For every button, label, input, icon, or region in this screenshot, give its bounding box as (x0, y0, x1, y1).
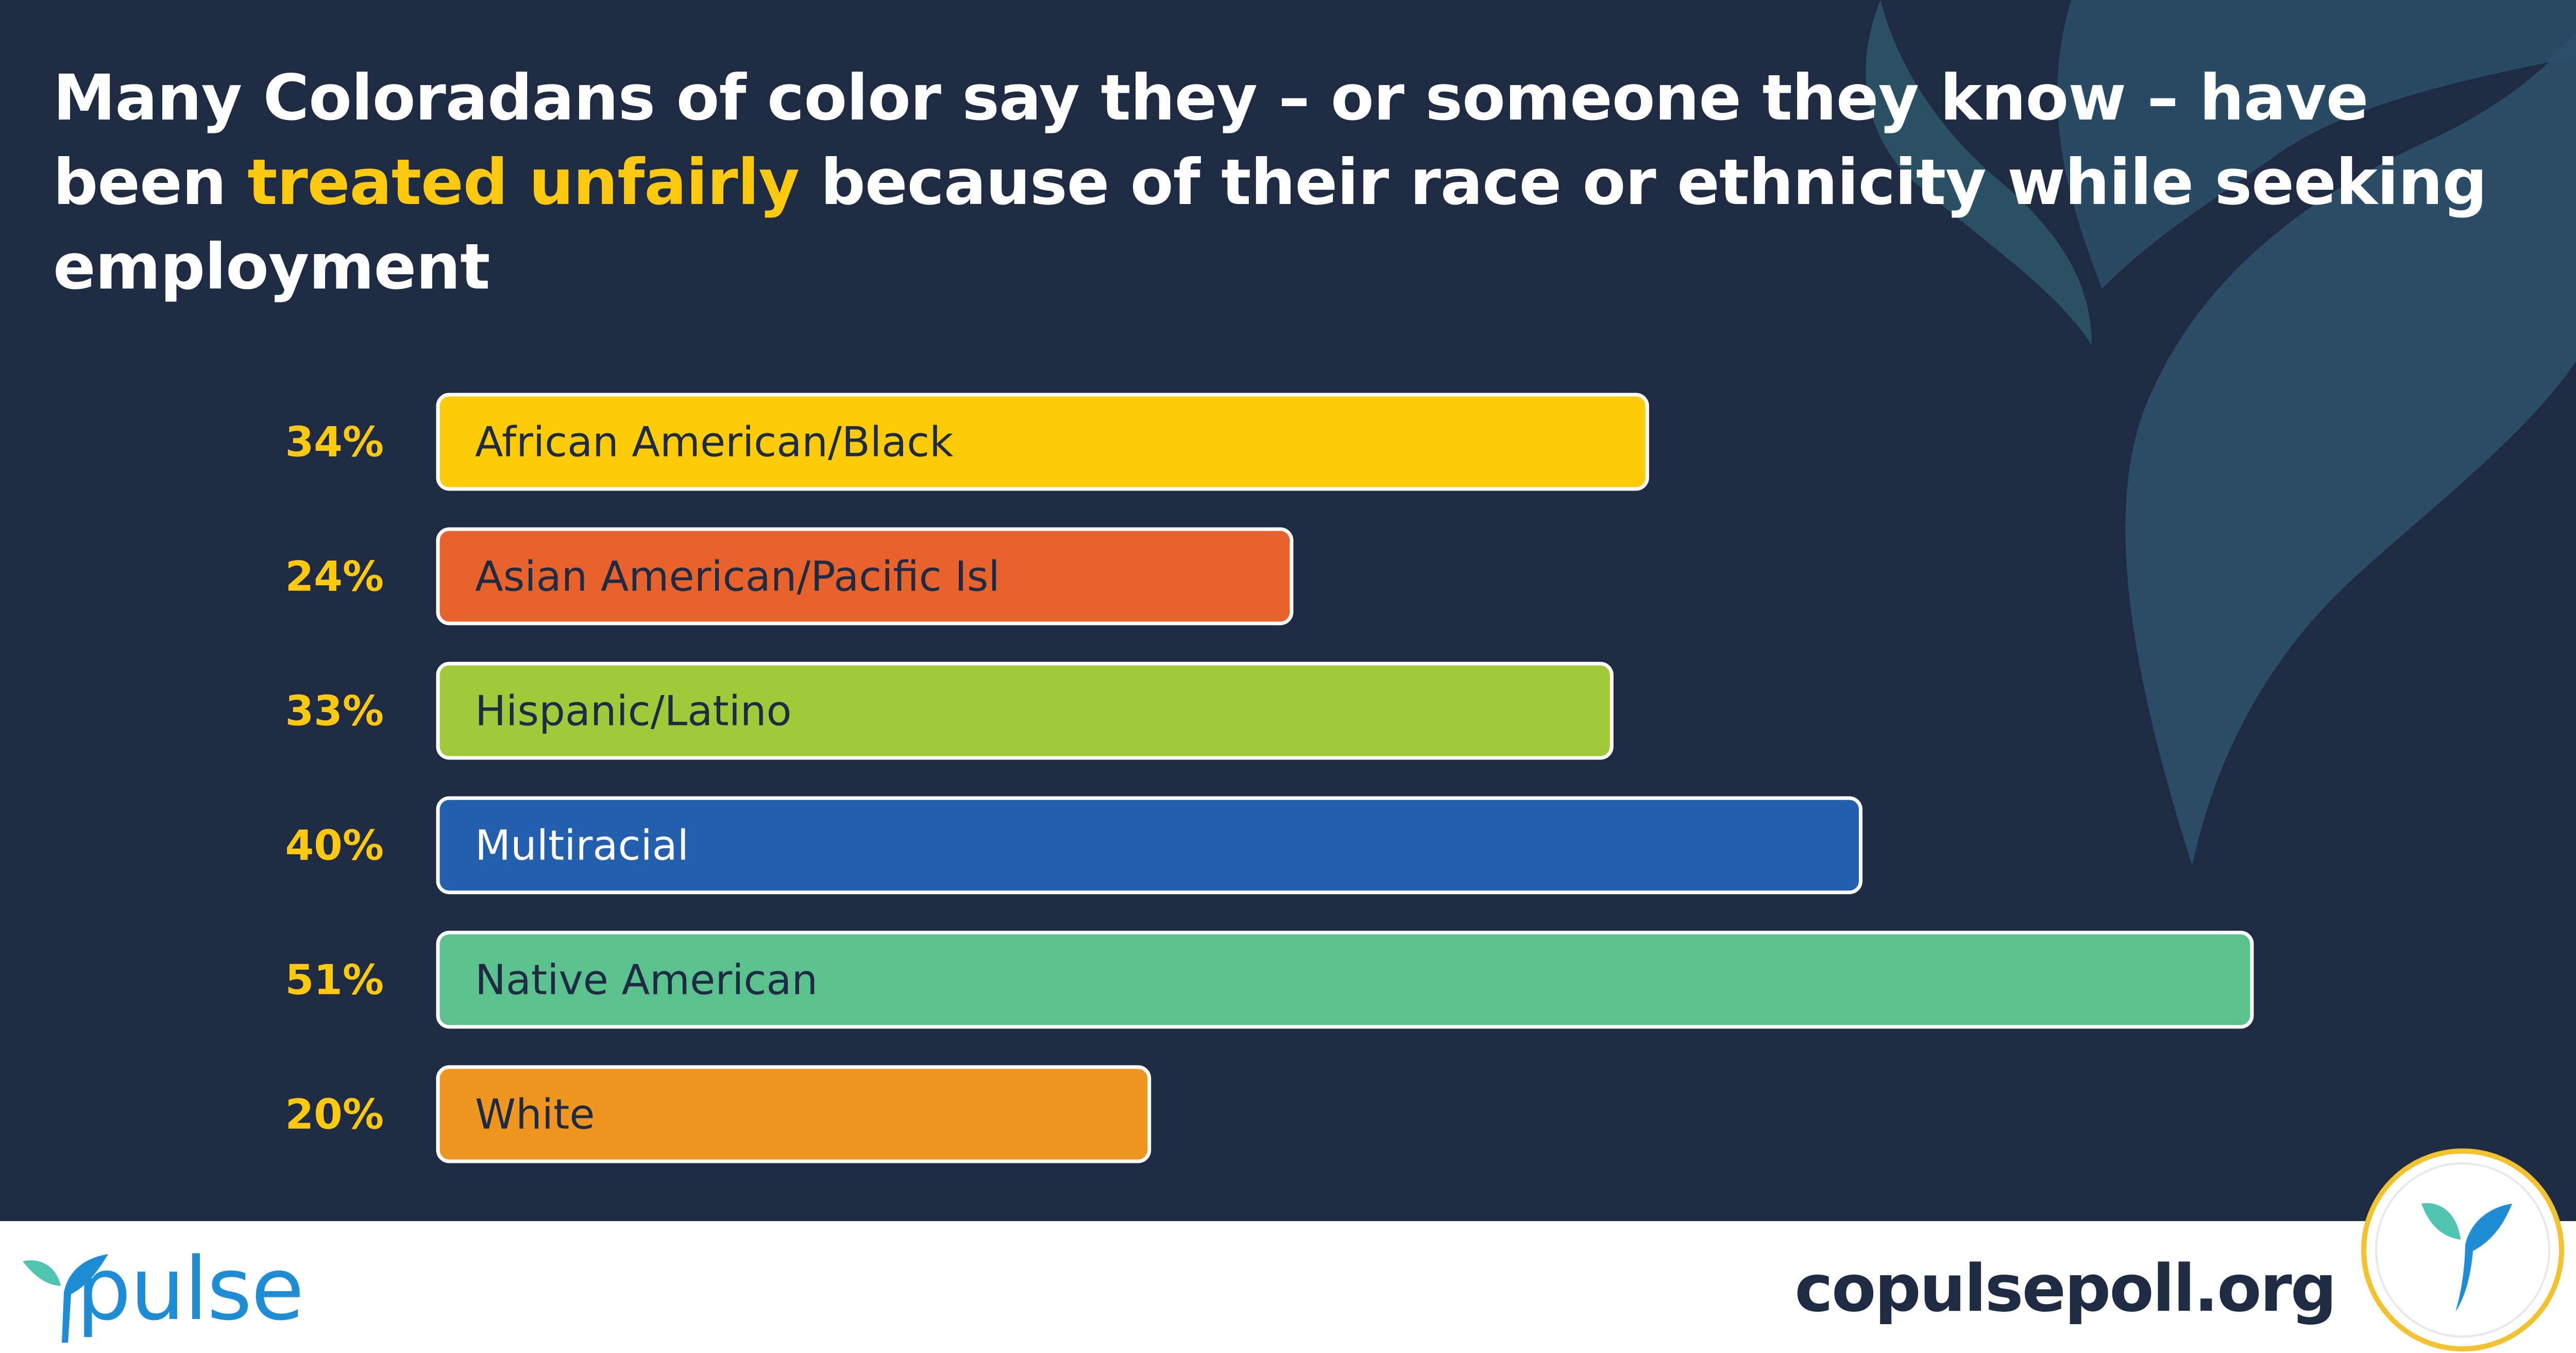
category-label: Multiracial (475, 822, 689, 870)
bar (436, 796, 1863, 894)
title-text-start: Many Coloradans of color say they – or s… (53, 61, 2368, 219)
bar (436, 527, 1294, 625)
bar (436, 1065, 1151, 1163)
pulse-leaf-badge-icon (2361, 1148, 2564, 1351)
bar-group: 24% Asian American/Pacific Isl (285, 527, 1294, 625)
title-text-end: because of their race or ethnicity while… (53, 146, 2487, 303)
bar (436, 662, 1614, 760)
bar-group: 20% White (285, 1065, 1151, 1163)
footer: pulse copulsepoll.org (0, 1221, 2576, 1353)
background-leaf-decoration (1866, 0, 2576, 866)
value-label: 33% (285, 687, 384, 735)
category-label: African American/Black (475, 418, 954, 466)
bar-group: 40% Multiracial (285, 796, 1863, 894)
pulse-logo: pulse (23, 1242, 304, 1343)
bar-group: 51% Native American (285, 931, 2254, 1029)
value-label: 20% (285, 1091, 384, 1139)
value-label: 40% (285, 822, 384, 870)
title-highlight: treated unfairly (247, 146, 800, 219)
bar-chart: 34% African American/Black 24% Asian Americ… (285, 393, 2254, 1163)
value-label: 51% (285, 956, 384, 1004)
bar (436, 393, 1649, 491)
category-label: Native American (475, 956, 818, 1004)
value-label: 24% (285, 553, 384, 601)
bar-group: 33% Hispanic/Latino (285, 662, 1614, 760)
pulse-logo-text: pulse (76, 1242, 303, 1340)
bar (436, 931, 2254, 1029)
value-label: 34% (285, 418, 384, 466)
category-label: Hispanic/Latino (475, 687, 792, 735)
pulse-leaf-icon (23, 1254, 108, 1343)
category-label: Asian American/Pacific Isl (475, 553, 1000, 601)
site-url[interactable]: copulsepoll.org (1794, 1250, 2337, 1326)
page-title: Many Coloradans of color say they – or s… (53, 56, 2516, 309)
category-label: White (475, 1091, 595, 1139)
bar-group: 34% African American/Black (285, 393, 1649, 491)
